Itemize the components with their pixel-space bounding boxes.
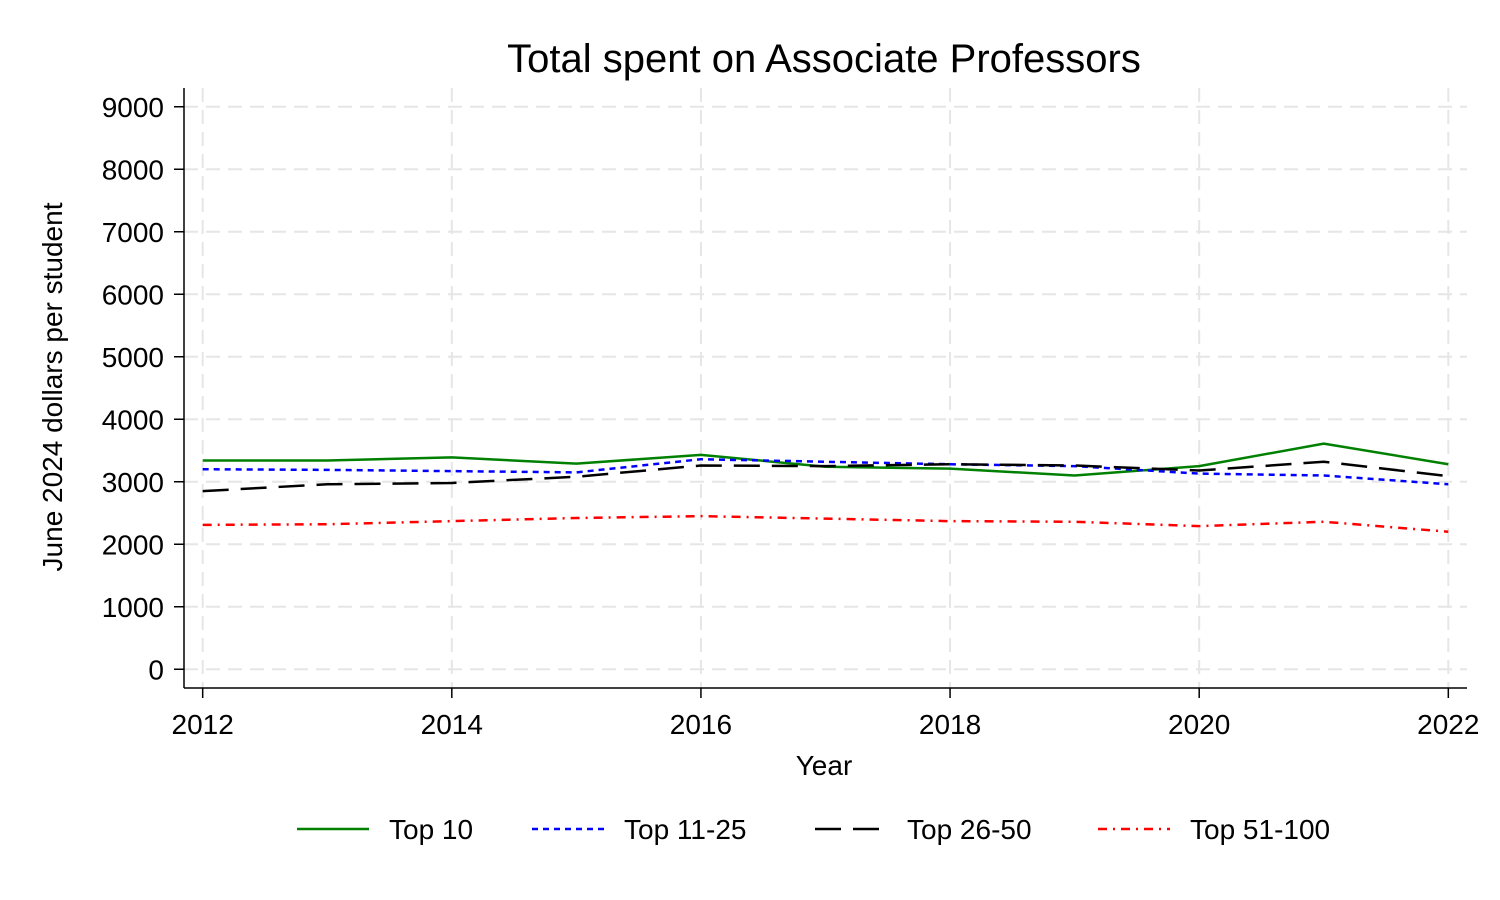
x-tick-label: 2016 [670,709,732,740]
chart-title: Total spent on Associate Professors [507,37,1141,81]
y-tick-label: 4000 [102,404,164,435]
y-tick-label: 8000 [102,154,164,185]
legend-label: Top 10 [389,814,473,845]
y-axis-label: June 2024 dollars per student [37,202,68,571]
legend: Top 10 Top 11-25 Top 26-50 Top 51-100 [297,814,1330,845]
series-line [202,442,1449,477]
series-line [202,460,1449,493]
y-tick-label: 2000 [102,529,164,560]
x-axis-label: Year [796,750,853,781]
y-tick-label: 3000 [102,467,164,498]
x-tick-label: 2014 [421,709,483,740]
y-tick-label: 7000 [102,217,164,248]
grid [184,88,1467,688]
y-tick-label: 0 [148,654,164,685]
legend-label: Top 51-100 [1190,814,1330,845]
legend-label: Top 11-25 [624,814,746,845]
y-tick-label: 1000 [102,592,164,623]
series-line [202,458,1449,486]
axes: 0 1000 2000 3000 4000 5000 6000 7000 8000 9000 201… [102,88,1479,740]
y-tick-label: 6000 [102,279,164,310]
x-tick-label: 2022 [1417,709,1479,740]
legend-label: Top 26-50 [907,814,1032,845]
series-line [202,514,1449,533]
y-tick-label: 9000 [102,92,164,123]
x-tick-label: 2012 [172,709,234,740]
x-tick-label: 2020 [1168,709,1230,740]
x-tick-label: 2018 [919,709,981,740]
series-lines [202,442,1449,533]
y-tick-label: 5000 [102,342,164,373]
